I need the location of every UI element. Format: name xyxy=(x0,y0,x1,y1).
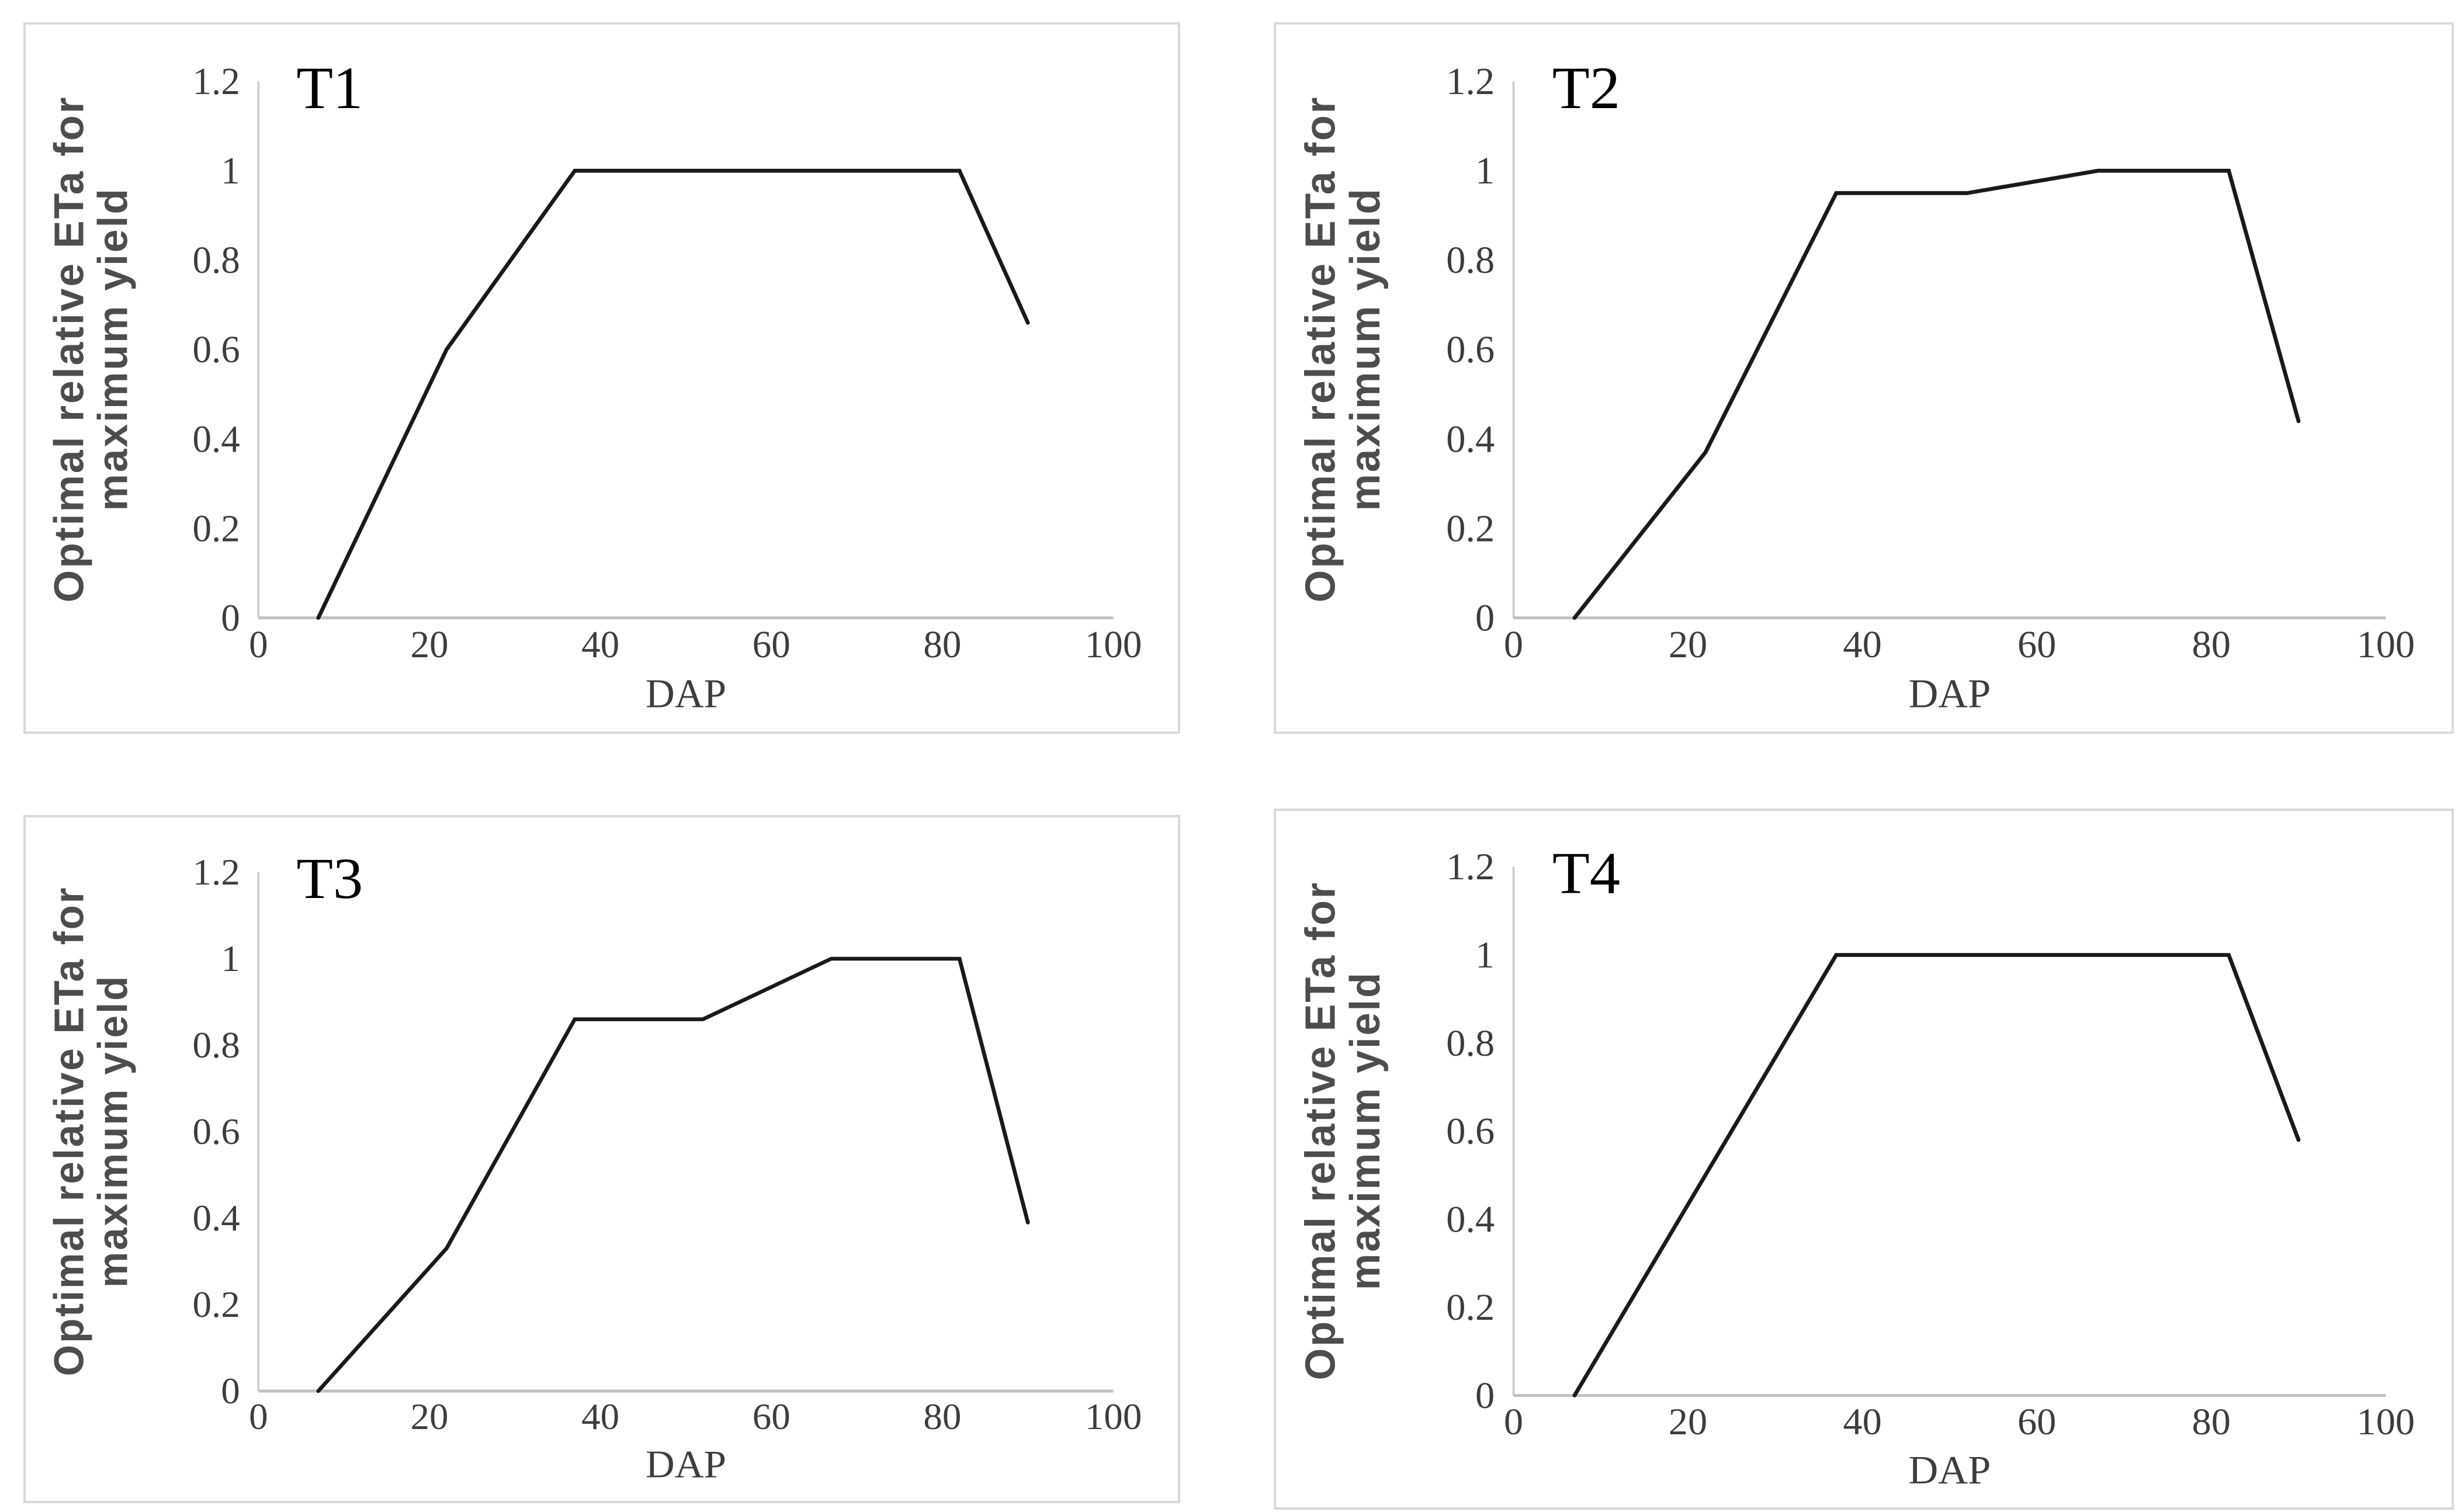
y-tick-label: 1.2 xyxy=(1446,60,1495,102)
x-tick-label: 80 xyxy=(923,624,961,666)
x-tick-label: 80 xyxy=(923,1396,961,1437)
x-tick-label: 40 xyxy=(581,1396,619,1437)
y-tick-label: 0.8 xyxy=(192,240,240,282)
y-tick-label: 0.2 xyxy=(192,1284,240,1325)
x-axis-title: DAP xyxy=(1908,672,1991,716)
x-tick-label: 0 xyxy=(249,624,268,666)
chart-canvas-t2: 0 0.2 0.4 0.6 0.8 1 1.2 0 20 40 60 80 100 DAP Optimal … xyxy=(1297,54,2415,716)
y-tick-label: 0.4 xyxy=(192,418,240,460)
x-tick-label: 100 xyxy=(1085,1396,1142,1437)
data-series-line xyxy=(1572,953,2301,1397)
y-axis-title-line: Optimal relative ETa for xyxy=(1297,881,1344,1381)
x-tick-label: 40 xyxy=(1843,623,1881,665)
y-tick-label: 0.2 xyxy=(1446,508,1495,550)
x-axis-title: DAP xyxy=(646,1442,726,1486)
chart-panel-t4: 0 0.2 0.4 0.6 0.8 1 1.2 0 20 40 60 80 100 DAP Optimal … xyxy=(1274,809,2454,1510)
y-tick-label: 0 xyxy=(1475,1375,1495,1417)
y-tick-label: 0 xyxy=(221,1371,240,1412)
y-tick-label: 1 xyxy=(221,150,240,192)
data-series-line xyxy=(316,956,1030,1393)
x-tick-label: 100 xyxy=(2357,1402,2415,1443)
chart-canvas-t1: 0 0.2 0.4 0.6 0.8 1 1.2 0 20 40 60 80 100 DAP Optimal … xyxy=(47,55,1142,716)
y-tick-label: 0.8 xyxy=(192,1025,240,1066)
y-axis-title-line: Optimal relative ETa for xyxy=(46,886,92,1376)
chart-title: T1 xyxy=(296,55,363,122)
x-tick-label: 20 xyxy=(410,1396,448,1437)
y-tick-label: 1.2 xyxy=(192,852,240,893)
y-tick-label: 1.2 xyxy=(1446,847,1495,888)
chart-title: T2 xyxy=(1552,54,1620,121)
y-tick-label: 0.6 xyxy=(1446,1111,1495,1152)
x-tick-label: 60 xyxy=(2017,1402,2056,1443)
x-tick-label: 40 xyxy=(1843,1402,1881,1443)
y-tick-label: 0.4 xyxy=(1446,1199,1495,1240)
x-tick-label: 0 xyxy=(1504,623,1523,665)
y-tick-label: 1.2 xyxy=(192,61,240,103)
x-tick-label: 60 xyxy=(2017,623,2056,665)
y-tick-label: 0.4 xyxy=(1446,418,1495,460)
y-tick-label: 0 xyxy=(1475,597,1495,639)
x-tick-label: 40 xyxy=(581,624,619,666)
chart-title: T3 xyxy=(296,846,363,910)
y-tick-label: 0.6 xyxy=(192,1111,240,1152)
x-tick-label: 20 xyxy=(1669,623,1707,665)
y-tick-label: 0.4 xyxy=(192,1198,240,1239)
y-axis-title-line: maximum yield xyxy=(91,187,137,511)
y-axis-title: Optimal relative ETa formaximum yield xyxy=(47,96,137,603)
chart-panel-t2: 0 0.2 0.4 0.6 0.8 1 1.2 0 20 40 60 80 100 DAP Optimal … xyxy=(1274,22,2454,734)
chart-panel-t3: 0 0.2 0.4 0.6 0.8 1 1.2 0 20 40 60 80 100 DAP Optimal … xyxy=(23,815,1180,1503)
chart-canvas-t3: 0 0.2 0.4 0.6 0.8 1 1.2 0 20 40 60 80 100 DAP Optimal … xyxy=(46,846,1142,1486)
x-axis-title: DAP xyxy=(646,671,726,716)
y-axis-title-line: maximum yield xyxy=(90,975,136,1288)
y-tick-label: 0.8 xyxy=(1446,240,1495,282)
y-axis-title: Optimal relative ETa formaximum yield xyxy=(1297,881,1389,1381)
y-tick-label: 0.2 xyxy=(192,508,240,550)
x-tick-label: 80 xyxy=(2192,1402,2231,1443)
chart-title: T4 xyxy=(1552,841,1620,906)
data-series-line xyxy=(1572,168,2301,620)
x-tick-label: 60 xyxy=(753,624,791,666)
y-axis-title-line: Optimal relative ETa for xyxy=(1297,96,1344,603)
y-tick-label: 0.6 xyxy=(192,329,240,371)
chart-canvas-t4: 0 0.2 0.4 0.6 0.8 1 1.2 0 20 40 60 80 100 DAP Optimal … xyxy=(1297,841,2415,1493)
y-axis-title-line: Optimal relative ETa for xyxy=(47,96,93,603)
y-tick-label: 1 xyxy=(221,938,240,979)
y-axis-title: Optimal relative ETa formaximum yield xyxy=(46,886,136,1376)
y-tick-label: 0 xyxy=(221,597,240,639)
x-tick-label: 100 xyxy=(1085,624,1142,666)
chart-panel-t1: 0 0.2 0.4 0.6 0.8 1 1.2 0 20 40 60 80 100 DAP Optimal … xyxy=(23,22,1180,734)
y-tick-label: 1 xyxy=(1475,150,1495,192)
data-series-line xyxy=(316,168,1030,620)
x-tick-label: 20 xyxy=(1669,1402,1707,1443)
x-axis-title: DAP xyxy=(1908,1448,1991,1493)
y-tick-label: 0.8 xyxy=(1446,1023,1495,1064)
y-tick-label: 1 xyxy=(1475,935,1495,976)
y-tick-label: 0.6 xyxy=(1446,329,1495,371)
x-tick-label: 0 xyxy=(249,1396,268,1437)
y-axis-title: Optimal relative ETa formaximum yield xyxy=(1297,96,1389,603)
x-tick-label: 0 xyxy=(1504,1402,1523,1443)
x-tick-label: 80 xyxy=(2192,623,2231,665)
x-tick-label: 20 xyxy=(410,624,448,666)
x-tick-label: 100 xyxy=(2357,623,2415,665)
x-tick-label: 60 xyxy=(753,1396,791,1437)
y-tick-label: 0.2 xyxy=(1446,1287,1495,1329)
y-axis-title-line: maximum yield xyxy=(1341,971,1389,1290)
y-axis-title-line: maximum yield xyxy=(1342,187,1389,511)
